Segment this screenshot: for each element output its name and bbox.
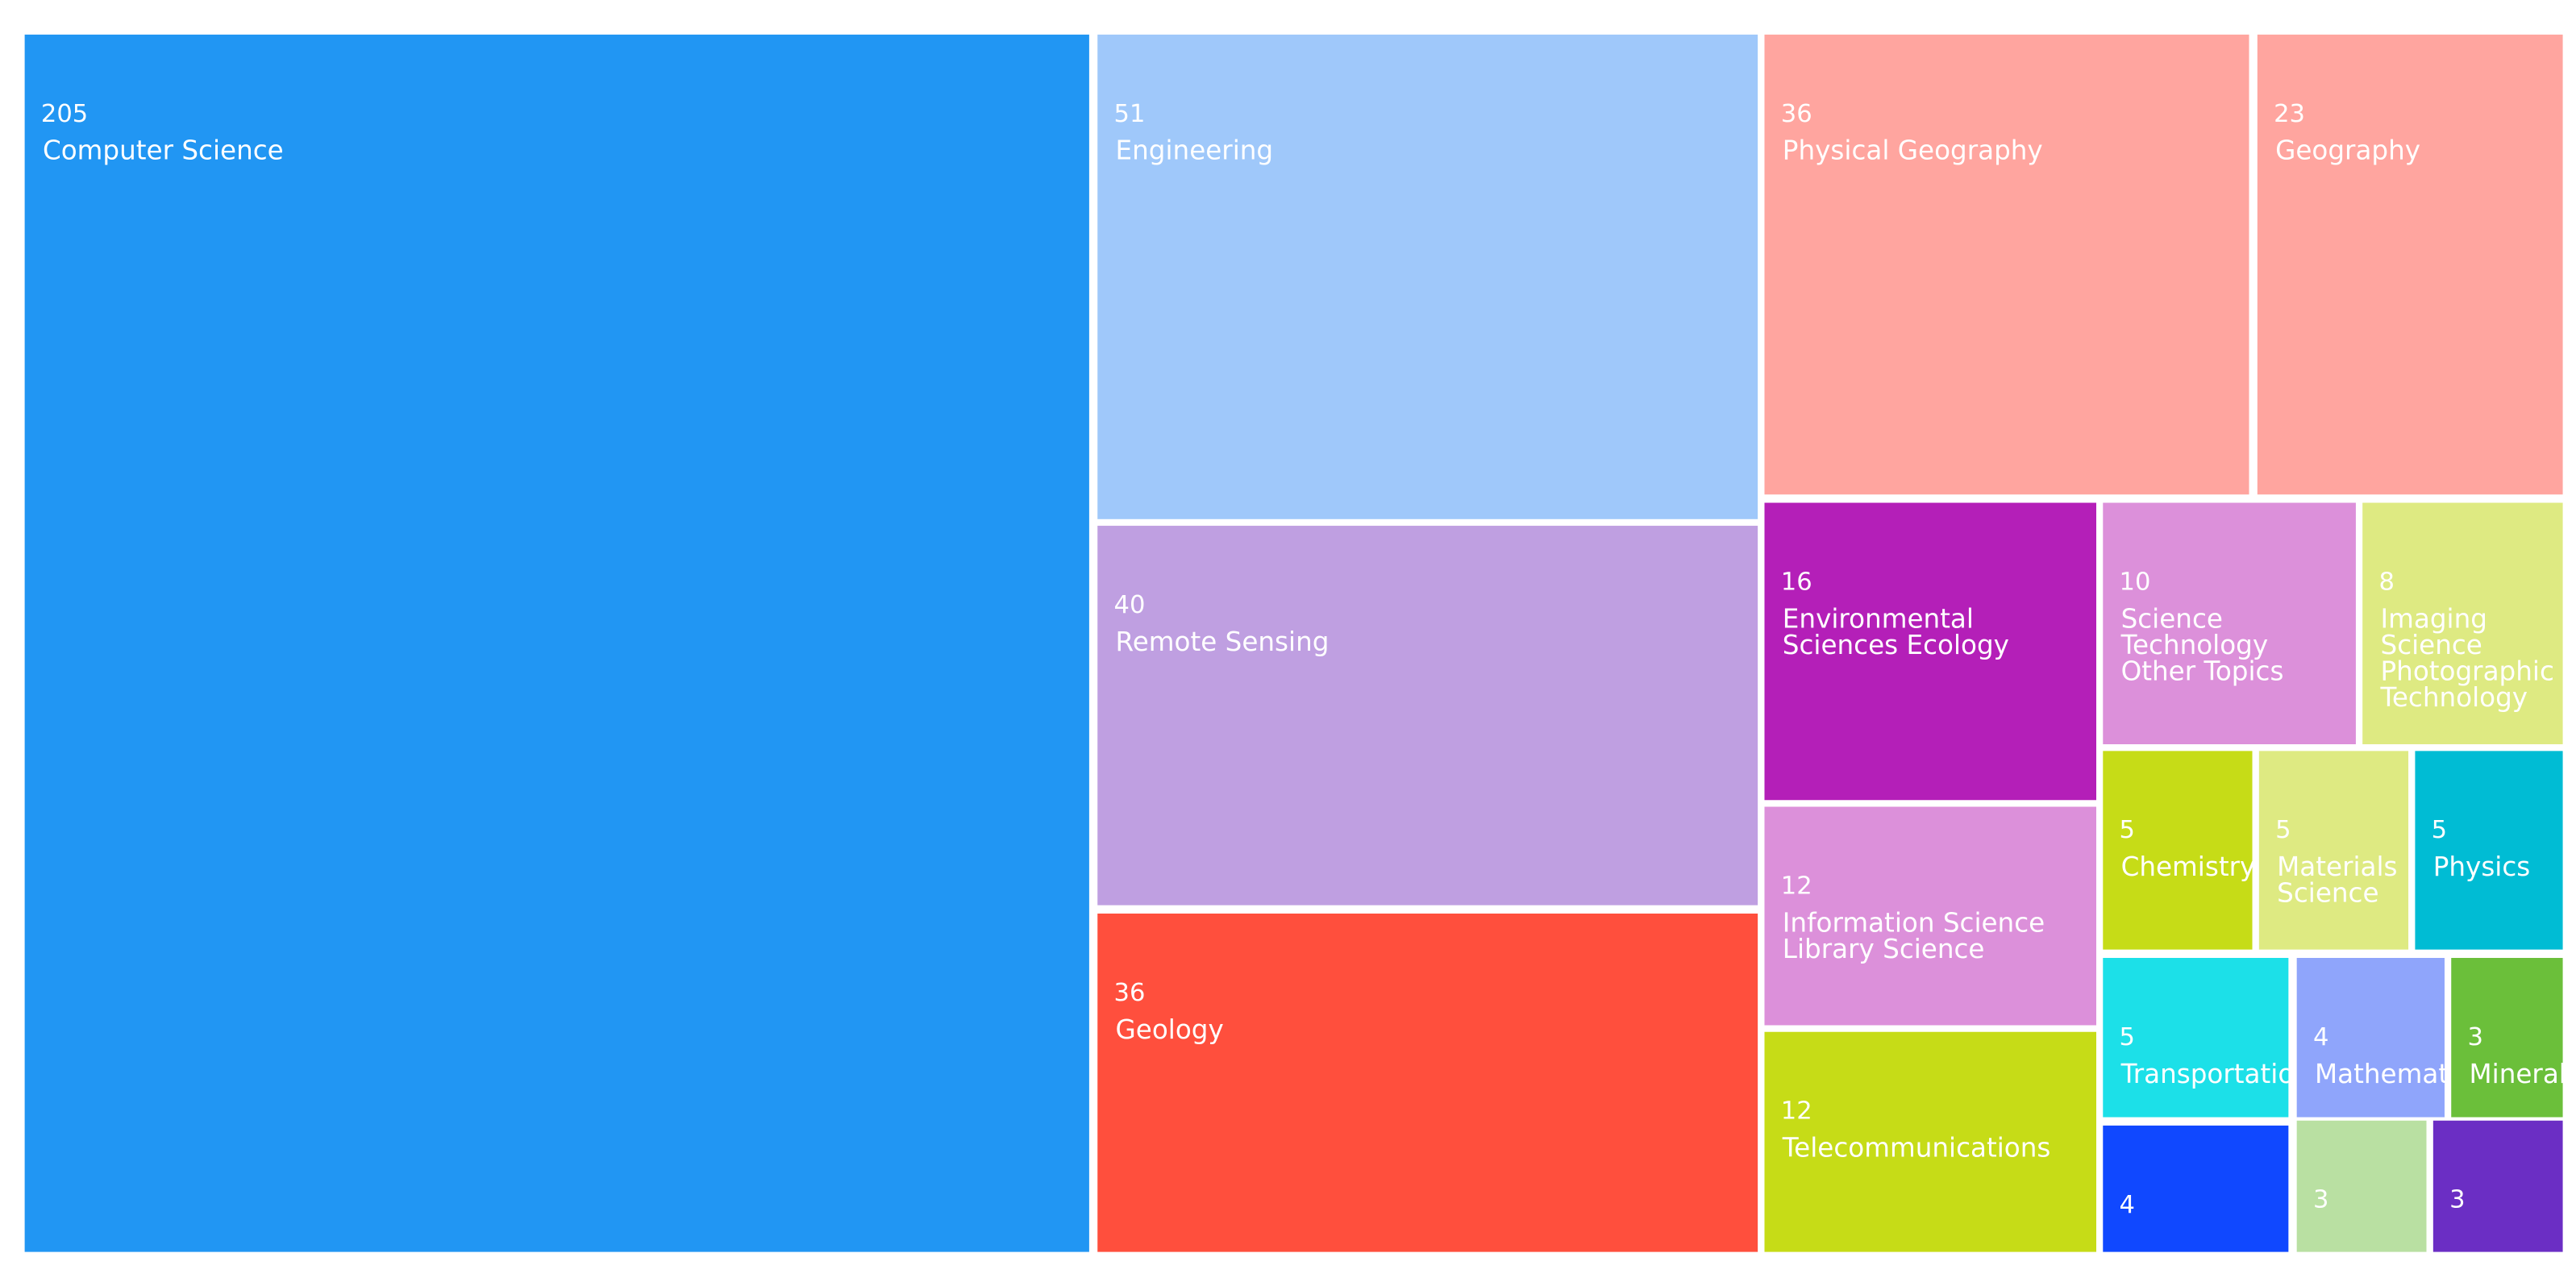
tile-value: 4 (2120, 1191, 2135, 1219)
tile-label: Information Science Library Science (1783, 907, 2054, 964)
tile-label: Materials Science (2277, 851, 2406, 909)
tile-label-line: Other Topics (2121, 656, 2284, 687)
tile-value: 3 (2468, 1023, 2483, 1051)
tile: 12 Telecommunications (1764, 1031, 2097, 1252)
tile-rect (1764, 806, 2097, 1026)
tile-label-line: Imaging (2381, 603, 2496, 634)
tile-label: Physics (2433, 851, 2531, 882)
tile-value: 8 (2378, 568, 2394, 597)
tile-rect (2296, 1120, 2427, 1252)
tile-value: 5 (2432, 816, 2447, 844)
tile-label: Mathematics (2315, 1059, 2484, 1089)
tile-label-line: Technology (2380, 682, 2528, 713)
tile-rect (1097, 526, 1758, 906)
tile: 5 Transportation (2103, 957, 2311, 1118)
tile: 10 Science Technology Other Topics (2103, 502, 2356, 745)
tile-rect (1764, 1031, 2097, 1252)
tile-value: 5 (2120, 816, 2135, 844)
tile-value: 36 (1781, 100, 1812, 128)
tile-label: Environmental Sciences Ecology (1783, 603, 2009, 660)
tile-rect (2432, 1120, 2563, 1252)
tile: 23 Geography (2257, 34, 2563, 495)
tile-rect (2103, 502, 2356, 745)
tile-label-line: Information Science (1783, 907, 2054, 938)
tile-label: Transportation (2120, 1059, 2311, 1089)
tile: 5 Chemistry (2103, 751, 2256, 950)
tile-value: 51 (1114, 100, 1146, 128)
tile-label: Science Technology Other Topics (2120, 603, 2284, 686)
tile-value: 40 (1114, 591, 1146, 619)
tile: 16 Environmental Sciences Ecology (1764, 502, 2097, 801)
tile-rect (2103, 1125, 2289, 1252)
tile-label: Geology (1116, 1014, 1224, 1045)
tile-rect (2103, 957, 2289, 1118)
tile: 4 (2103, 1125, 2289, 1252)
tile-label: Engineering (1116, 135, 1274, 166)
tile-value: 5 (2275, 816, 2291, 844)
tile: 36 Geology (1097, 913, 1758, 1252)
tile-label: Remote Sensing (1116, 627, 1330, 657)
tile-label: Telecommunications (1782, 1133, 2051, 1164)
tile-label-line: Science (2277, 878, 2378, 909)
tile: 5 Physics (2415, 751, 2563, 950)
tile: 8 Imaging Science Photographic Technology (2362, 502, 2563, 745)
tile-label-line: Technology (2120, 630, 2277, 660)
tile-rect (2103, 751, 2253, 950)
tile-label-line: Materials (2277, 851, 2406, 882)
tile-label-line: Photographic (2381, 656, 2563, 687)
tile-value: 12 (1781, 872, 1812, 900)
tile: 3 (2432, 1120, 2563, 1252)
tile: 3 Mineralogy (2451, 957, 2576, 1118)
tile: 12 Information Science Library Science (1764, 806, 2097, 1026)
tile-label-line: Library Science (1783, 934, 1985, 964)
tile-rect (2258, 751, 2409, 950)
tile: 40 Remote Sensing (1097, 526, 1758, 906)
tile-label: Mineralogy (2470, 1059, 2576, 1089)
tile: 51 Engineering (1097, 34, 1758, 519)
tile: 36 Physical Geography (1764, 34, 2249, 495)
tile-label: Computer Science (43, 135, 284, 166)
tile-label: Imaging Science Photographic Technology (2380, 603, 2563, 713)
tile-label-line: Science (2121, 603, 2232, 634)
tile-rect (1097, 34, 1758, 519)
tile-value: 36 (1114, 979, 1146, 1007)
tile-rect (2362, 502, 2563, 745)
tile: 205 Computer Science (24, 34, 1089, 1252)
tile-rect (2415, 751, 2563, 950)
tile-value: 16 (1781, 568, 1812, 597)
tile-label: Physical Geography (1783, 135, 2043, 166)
tile: 4 Mathematics (2296, 957, 2484, 1118)
tile-rect (2257, 34, 2563, 495)
tile-value: 5 (2120, 1023, 2135, 1051)
tile-label-line: Science (2381, 630, 2491, 660)
tile-label-line: Sciences Ecology (1783, 630, 2009, 660)
tile-rect (2296, 957, 2445, 1118)
tile-rect (1764, 34, 2249, 495)
tile-value: 10 (2120, 568, 2151, 597)
tile-value: 12 (1781, 1097, 1812, 1126)
tile-label: Geography (2275, 135, 2420, 166)
tile-value: 4 (2313, 1023, 2328, 1051)
tile: 5 Materials Science (2258, 751, 2409, 950)
tile-rect (1097, 913, 1758, 1252)
tile-value: 3 (2313, 1186, 2328, 1214)
tile-rect (24, 34, 1089, 1252)
tile-value: 205 (41, 100, 88, 128)
tile-rect (2451, 957, 2563, 1118)
tile-label: Chemistry (2121, 851, 2256, 882)
tile-label-line: Environmental (1783, 603, 1983, 634)
tile-value: 3 (2449, 1186, 2465, 1214)
tile: 3 (2296, 1120, 2427, 1252)
tile-value: 23 (2274, 100, 2305, 128)
tile-rect (1764, 502, 2097, 801)
